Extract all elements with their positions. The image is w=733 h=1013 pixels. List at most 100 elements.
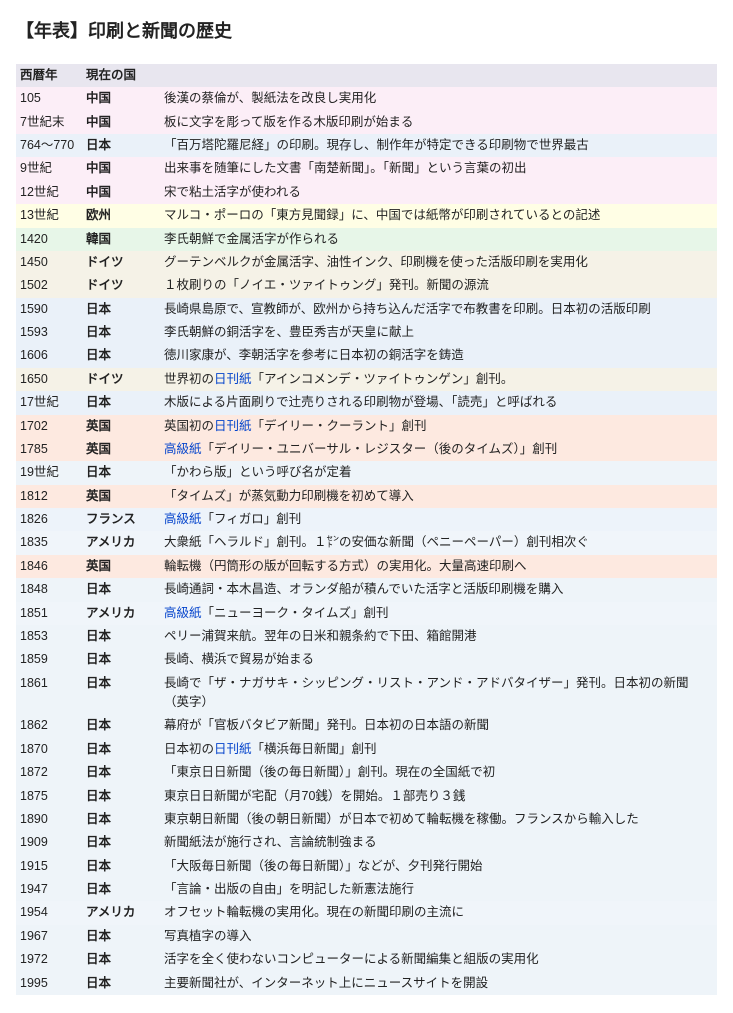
cell-year: 1859 [16, 648, 82, 671]
cell-year: 9世紀 [16, 157, 82, 180]
cell-year: 1967 [16, 925, 82, 948]
cell-desc: 高級紙「ニューヨーク・タイムズ」創刊 [160, 602, 717, 625]
cell-year: 1872 [16, 761, 82, 784]
cell-year: 1861 [16, 672, 82, 715]
cell-country: 英国 [82, 438, 160, 461]
table-row: 1972日本活字を全く使わないコンピューターによる新聞編集と組版の実用化 [16, 948, 717, 971]
cell-country: 中国 [82, 111, 160, 134]
cell-country: 日本 [82, 785, 160, 808]
cell-desc: 活字を全く使わないコンピューターによる新聞編集と組版の実用化 [160, 948, 717, 971]
col-year: 西暦年 [16, 64, 82, 87]
table-row: 1702英国英国初の日刊紙「デイリー・クーラント」創刊 [16, 415, 717, 438]
cell-country: 英国 [82, 415, 160, 438]
history-table: 西暦年 現在の国 105中国後漢の蔡倫が、製紙法を改良し実用化7世紀末中国板に文… [16, 64, 717, 995]
cell-country: ドイツ [82, 368, 160, 391]
table-row: 1862日本幕府が「官板バタビア新聞」発刊。日本初の日本語の新聞 [16, 714, 717, 737]
cell-year: 1420 [16, 228, 82, 251]
cell-year: 1851 [16, 602, 82, 625]
cell-year: 7世紀末 [16, 111, 82, 134]
cell-desc: 徳川家康が、李朝活字を参考に日本初の銅活字を鋳造 [160, 344, 717, 367]
cell-desc: 李氏朝鮮で金属活字が作られる [160, 228, 717, 251]
cell-desc: オフセット輪転機の実用化。現在の新聞印刷の主流に [160, 901, 717, 924]
table-row: 1593日本李氏朝鮮の銅活字を、豊臣秀吉が天皇に献上 [16, 321, 717, 344]
cell-year: 1890 [16, 808, 82, 831]
cell-desc: 大衆紙「ヘラルド」創刊。１㌣の安価な新聞（ペニーペーパー）創刊相次ぐ [160, 531, 717, 554]
cell-year: 1853 [16, 625, 82, 648]
cell-year: 105 [16, 87, 82, 110]
cell-desc: 長崎通詞・本木昌造、オランダ船が積んでいた活字と活版印刷機を購入 [160, 578, 717, 601]
cell-year: 1947 [16, 878, 82, 901]
cell-year: 17世紀 [16, 391, 82, 414]
cell-country: 中国 [82, 157, 160, 180]
cell-year: 764～770 [16, 134, 82, 157]
cell-year: 1870 [16, 738, 82, 761]
cell-desc: 新聞紙法が施行され、言論統制強まる [160, 831, 717, 854]
table-row: 1954アメリカオフセット輪転機の実用化。現在の新聞印刷の主流に [16, 901, 717, 924]
cell-desc: 写真植字の導入 [160, 925, 717, 948]
cell-desc: 高級紙「フィガロ」創刊 [160, 508, 717, 531]
cell-year: 1909 [16, 831, 82, 854]
table-row: 1967日本写真植字の導入 [16, 925, 717, 948]
cell-country: フランス [82, 508, 160, 531]
cell-country: 中国 [82, 181, 160, 204]
cell-desc: 英国初の日刊紙「デイリー・クーラント」創刊 [160, 415, 717, 438]
cell-country: アメリカ [82, 531, 160, 554]
cell-country: 欧州 [82, 204, 160, 227]
table-row: 1947日本「言論・出版の自由」を明記した新憲法施行 [16, 878, 717, 901]
cell-desc: マルコ・ポーロの「東方見聞録」に、中国では紙幣が印刷されているとの記述 [160, 204, 717, 227]
table-row: 1909日本新聞紙法が施行され、言論統制強まる [16, 831, 717, 854]
col-desc [160, 64, 717, 87]
cell-desc: 高級紙「デイリー・ユニバーサル・レジスター（後のタイムズ）」創刊 [160, 438, 717, 461]
table-row: 9世紀中国出来事を随筆にした文書「南楚新聞」。「新聞」という言葉の初出 [16, 157, 717, 180]
term-link[interactable]: 高級紙 [164, 442, 202, 456]
cell-country: 日本 [82, 761, 160, 784]
cell-country: 日本 [82, 831, 160, 854]
cell-year: 1590 [16, 298, 82, 321]
cell-country: 中国 [82, 87, 160, 110]
cell-country: 日本 [82, 391, 160, 414]
cell-desc: 東京日日新聞が宅配（月70銭）を開始。１部売り３銭 [160, 785, 717, 808]
cell-year: 1502 [16, 274, 82, 297]
cell-country: 日本 [82, 672, 160, 715]
cell-year: 1702 [16, 415, 82, 438]
cell-country: 日本 [82, 461, 160, 484]
cell-country: 日本 [82, 808, 160, 831]
table-row: 13世紀欧州マルコ・ポーロの「東方見聞録」に、中国では紙幣が印刷されているとの記… [16, 204, 717, 227]
term-link[interactable]: 日刊紙 [214, 742, 252, 756]
table-row: 1859日本長崎、横浜で貿易が始まる [16, 648, 717, 671]
cell-year: 1954 [16, 901, 82, 924]
cell-year: 1650 [16, 368, 82, 391]
table-row: 1995日本主要新聞社が、インターネット上にニュースサイトを開設 [16, 972, 717, 995]
table-row: 1846英国輪転機（円筒形の版が回転する方式）の実用化。大量高速印刷へ [16, 555, 717, 578]
cell-desc: 長崎、横浜で貿易が始まる [160, 648, 717, 671]
cell-country: 日本 [82, 134, 160, 157]
term-link[interactable]: 日刊紙 [214, 372, 252, 386]
term-link[interactable]: 高級紙 [164, 512, 202, 526]
cell-desc: グーテンベルクが金属活字、油性インク、印刷機を使った活版印刷を実用化 [160, 251, 717, 274]
cell-country: 日本 [82, 738, 160, 761]
table-row: 764～770日本「百万塔陀羅尼経」の印刷。現存し、制作年が特定できる印刷物で世… [16, 134, 717, 157]
cell-desc: 宋で粘土活字が使われる [160, 181, 717, 204]
table-row: 105中国後漢の蔡倫が、製紙法を改良し実用化 [16, 87, 717, 110]
table-row: 19世紀日本「かわら版」という呼び名が定着 [16, 461, 717, 484]
cell-desc: 主要新聞社が、インターネット上にニュースサイトを開設 [160, 972, 717, 995]
cell-country: 日本 [82, 878, 160, 901]
cell-desc: 出来事を随筆にした文書「南楚新聞」。「新聞」という言葉の初出 [160, 157, 717, 180]
table-row: 17世紀日本木版による片面刷りで辻売りされる印刷物が登場、「読売」と呼ばれる [16, 391, 717, 414]
cell-year: 1862 [16, 714, 82, 737]
table-row: 1785英国高級紙「デイリー・ユニバーサル・レジスター（後のタイムズ）」創刊 [16, 438, 717, 461]
table-row: 12世紀中国宋で粘土活字が使われる [16, 181, 717, 204]
cell-year: 1606 [16, 344, 82, 367]
cell-country: 日本 [82, 321, 160, 344]
table-row: 1848日本長崎通詞・本木昌造、オランダ船が積んでいた活字と活版印刷機を購入 [16, 578, 717, 601]
cell-desc: 「タイムズ」が蒸気動力印刷機を初めて導入 [160, 485, 717, 508]
cell-country: ドイツ [82, 274, 160, 297]
term-link[interactable]: 日刊紙 [214, 419, 252, 433]
cell-desc: 長崎県島原で、宣教師が、欧州から持ち込んだ活字で布教書を印刷。日本初の活版印刷 [160, 298, 717, 321]
cell-country: 韓国 [82, 228, 160, 251]
cell-country: 日本 [82, 578, 160, 601]
cell-desc: ペリー浦賀来航。翌年の日米和親条約で下田、箱館開港 [160, 625, 717, 648]
term-link[interactable]: 高級紙 [164, 606, 202, 620]
table-row: 1606日本徳川家康が、李朝活字を参考に日本初の銅活字を鋳造 [16, 344, 717, 367]
table-row: 1890日本東京朝日新聞（後の朝日新聞）が日本で初めて輪転機を稼働。フランスから… [16, 808, 717, 831]
